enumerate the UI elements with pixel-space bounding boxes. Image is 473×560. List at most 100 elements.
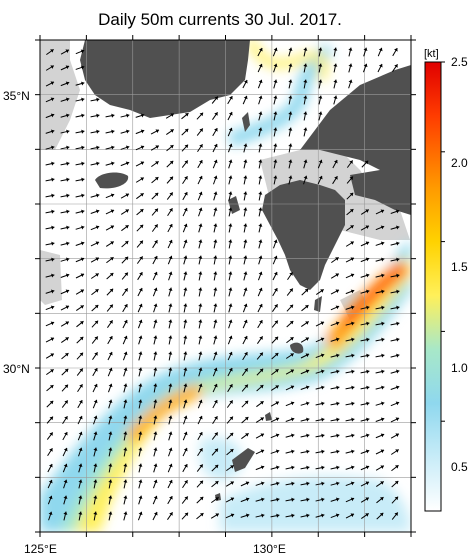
current-arrow-head	[228, 191, 233, 195]
current-arrow-head	[183, 431, 188, 436]
current-arrow-head	[184, 512, 189, 517]
current-arrow-head	[108, 415, 113, 419]
current-arrow-head	[381, 369, 385, 374]
current-arrow-head	[109, 288, 114, 293]
current-arrow-head	[394, 64, 398, 68]
current-arrow-head	[318, 63, 323, 67]
current-arrow-head	[306, 401, 310, 406]
current-arrow-head	[303, 95, 308, 99]
current-arrow-head	[93, 463, 98, 467]
current-arrow-head	[394, 48, 398, 52]
current-arrow-head	[51, 257, 55, 262]
current-arrow-head	[65, 321, 69, 325]
current-arrow-head	[214, 448, 218, 453]
current-arrow-head	[303, 79, 308, 83]
current-arrow-head	[274, 336, 279, 341]
current-arrow-head	[198, 287, 203, 291]
current-arrow-head	[363, 63, 368, 68]
current-arrow-head	[381, 385, 385, 390]
current-arrow-head	[170, 113, 174, 117]
current-arrow-head	[169, 176, 173, 181]
current-arrow-head	[213, 351, 218, 356]
current-arrow-head	[183, 255, 188, 259]
current-arrow-head	[169, 496, 173, 500]
current-arrow-head	[50, 337, 54, 342]
current-arrow-head	[199, 480, 204, 485]
current-arrow-head	[378, 63, 383, 68]
current-arrow-head	[153, 351, 158, 355]
current-arrow-head	[110, 257, 114, 261]
current-arrow-head	[78, 495, 83, 499]
current-arrow-head	[213, 287, 218, 291]
current-arrow-head	[183, 287, 188, 291]
current-arrow-head	[230, 465, 234, 469]
current-arrow-head	[168, 335, 173, 339]
current-arrow-head	[305, 337, 309, 341]
korean-peninsula	[80, 40, 250, 118]
current-arrow-head	[110, 209, 115, 214]
current-arrow-head	[169, 512, 173, 516]
current-arrow-head	[168, 303, 173, 307]
current-arrow-head	[335, 321, 340, 326]
current-arrow-head	[320, 369, 325, 374]
current-arrow-head	[260, 401, 264, 405]
current-arrow-head	[243, 239, 248, 243]
current-arrow-head	[260, 481, 265, 486]
current-arrow-head	[348, 47, 353, 51]
current-arrow-head	[273, 127, 278, 131]
current-arrow-head	[258, 207, 263, 211]
current-arrow-head	[110, 193, 115, 198]
current-arrow-head	[260, 465, 265, 470]
current-arrow-head	[213, 143, 218, 148]
current-arrow-head	[396, 321, 400, 326]
current-arrow-head	[365, 497, 369, 501]
current-arrow-head	[183, 399, 188, 403]
current-arrow-head	[80, 257, 85, 262]
current-arrow-head	[214, 432, 218, 436]
current-arrow-head	[259, 352, 263, 357]
current-arrow-head	[366, 353, 370, 358]
current-arrow-head	[380, 209, 385, 214]
current-arrow-head	[289, 272, 293, 276]
current-arrow-head	[95, 209, 100, 214]
current-arrow-head	[49, 400, 54, 405]
small-island-1	[265, 412, 272, 421]
current-arrow-head	[336, 465, 340, 470]
current-arrow-head	[66, 161, 70, 166]
current-arrow-head	[138, 351, 143, 355]
current-arrow-head	[64, 400, 68, 404]
current-arrow-head	[228, 287, 233, 291]
current-arrow-head	[335, 513, 340, 518]
current-arrow-head	[291, 497, 295, 502]
current-arrow-head	[198, 383, 203, 388]
current-arrow-head	[153, 367, 158, 371]
current-arrow-head	[81, 129, 85, 134]
current-arrow-head	[306, 449, 310, 454]
kyushu	[262, 180, 345, 290]
lon-label-130: 130°E	[253, 542, 286, 556]
current-arrow-head	[290, 401, 295, 406]
current-arrow-head	[50, 321, 55, 326]
current-arrow-head	[274, 304, 278, 308]
current-arrow-head	[228, 175, 233, 179]
current-arrow-head	[321, 497, 325, 502]
current-arrow-head	[96, 161, 100, 166]
current-arrow-head	[351, 417, 355, 422]
current-arrow-head	[139, 256, 143, 260]
current-arrow-head	[228, 255, 233, 259]
current-arrow-head	[228, 319, 233, 324]
current-arrow-head	[95, 241, 100, 246]
current-arrow-head	[351, 369, 355, 374]
current-arrow-head	[198, 335, 203, 339]
current-arrow-head	[111, 113, 115, 118]
current-arrow-head	[138, 415, 143, 419]
current-arrow-head	[290, 337, 294, 341]
current-arrow-head	[303, 47, 308, 51]
current-arrow-head	[290, 369, 294, 373]
current-arrow-head	[305, 385, 310, 390]
current-arrow-head	[183, 319, 188, 323]
current-arrow-head	[276, 497, 280, 502]
current-arrow-head	[321, 385, 325, 390]
current-arrow-head	[260, 449, 265, 454]
current-arrow-head	[65, 305, 70, 310]
